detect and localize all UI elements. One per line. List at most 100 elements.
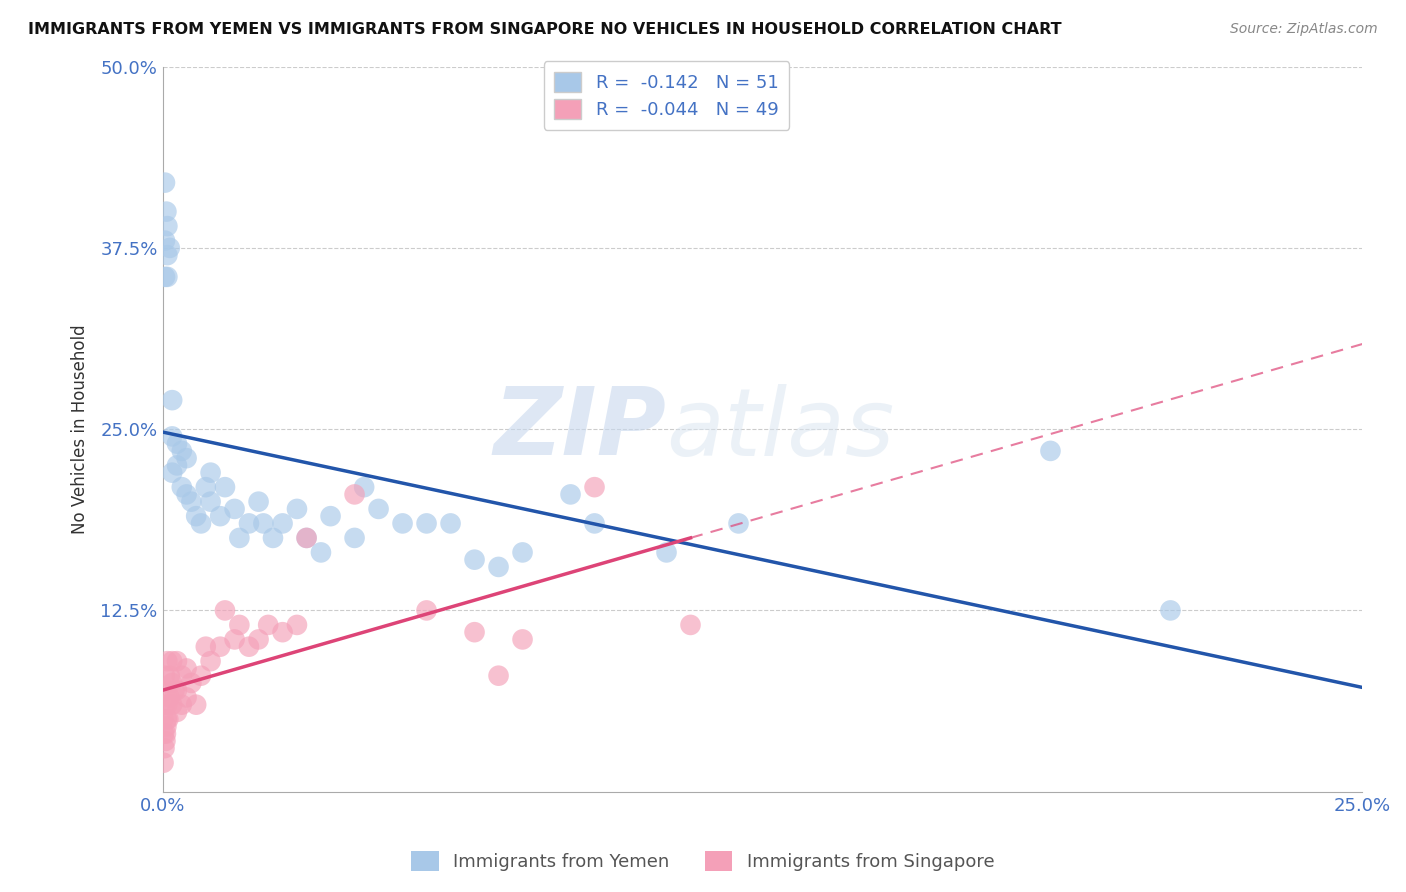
Point xyxy=(200,654,222,668)
Text: Source: ZipAtlas.com: Source: ZipAtlas.com xyxy=(1230,22,1378,37)
Point xyxy=(153,668,176,682)
Point xyxy=(190,668,212,682)
Point xyxy=(285,502,308,516)
Point xyxy=(155,734,177,748)
Text: IMMIGRANTS FROM YEMEN VS IMMIGRANTS FROM SINGAPORE NO VEHICLES IN HOUSEHOLD CORR: IMMIGRANTS FROM YEMEN VS IMMIGRANTS FROM… xyxy=(28,22,1062,37)
Point xyxy=(176,487,198,501)
Point xyxy=(160,654,183,668)
Point xyxy=(295,531,318,545)
Point xyxy=(194,640,217,654)
Point xyxy=(155,204,177,219)
Point xyxy=(170,443,193,458)
Point xyxy=(309,545,332,559)
Point xyxy=(583,516,606,531)
Point xyxy=(176,690,198,705)
Point xyxy=(159,241,181,255)
Point xyxy=(1159,603,1181,617)
Point xyxy=(160,698,183,712)
Point xyxy=(285,618,308,632)
Point xyxy=(200,494,222,508)
Point xyxy=(262,531,284,545)
Point xyxy=(153,234,176,248)
Point xyxy=(200,466,222,480)
Point xyxy=(190,516,212,531)
Point xyxy=(209,509,232,524)
Point xyxy=(160,676,183,690)
Point xyxy=(415,516,437,531)
Point xyxy=(439,516,461,531)
Point xyxy=(679,618,702,632)
Point xyxy=(238,516,260,531)
Point xyxy=(228,531,250,545)
Point xyxy=(319,509,342,524)
Point xyxy=(252,516,274,531)
Point xyxy=(170,480,193,494)
Point xyxy=(153,698,176,712)
Point xyxy=(153,741,176,756)
Point xyxy=(156,248,179,262)
Point xyxy=(160,393,183,408)
Point xyxy=(157,712,180,726)
Point xyxy=(186,509,208,524)
Point xyxy=(156,269,179,284)
Point xyxy=(170,668,193,682)
Point xyxy=(159,690,181,705)
Point xyxy=(464,625,486,640)
Point xyxy=(560,487,582,501)
Legend: Immigrants from Yemen, Immigrants from Singapore: Immigrants from Yemen, Immigrants from S… xyxy=(405,844,1001,879)
Point xyxy=(228,618,250,632)
Point xyxy=(257,618,280,632)
Point xyxy=(271,625,294,640)
Point xyxy=(156,683,179,698)
Point xyxy=(194,480,217,494)
Point xyxy=(247,632,270,647)
Point xyxy=(180,676,202,690)
Point xyxy=(655,545,678,559)
Text: ZIP: ZIP xyxy=(494,384,666,475)
Point xyxy=(166,436,188,450)
Point xyxy=(224,632,246,647)
Point xyxy=(166,654,188,668)
Point xyxy=(583,480,606,494)
Point xyxy=(727,516,749,531)
Point xyxy=(163,683,186,698)
Point xyxy=(464,552,486,566)
Point xyxy=(153,727,176,741)
Point xyxy=(152,756,174,770)
Point xyxy=(488,668,510,682)
Point xyxy=(153,269,176,284)
Point xyxy=(343,531,366,545)
Point xyxy=(512,545,534,559)
Legend: R =  -0.142   N = 51, R =  -0.044   N = 49: R = -0.142 N = 51, R = -0.044 N = 49 xyxy=(544,62,790,130)
Point xyxy=(156,219,179,233)
Point xyxy=(166,683,188,698)
Point xyxy=(155,719,177,733)
Point xyxy=(156,698,179,712)
Point xyxy=(155,727,177,741)
Point xyxy=(176,451,198,466)
Point xyxy=(391,516,413,531)
Point xyxy=(166,705,188,719)
Point xyxy=(156,712,179,726)
Point xyxy=(159,668,181,682)
Point xyxy=(180,494,202,508)
Point xyxy=(170,698,193,712)
Point xyxy=(343,487,366,501)
Point xyxy=(415,603,437,617)
Point xyxy=(160,466,183,480)
Point xyxy=(214,603,236,617)
Point xyxy=(152,712,174,726)
Point xyxy=(224,502,246,516)
Point xyxy=(367,502,389,516)
Point xyxy=(1039,443,1062,458)
Point xyxy=(238,640,260,654)
Point xyxy=(186,698,208,712)
Point xyxy=(160,429,183,443)
Point xyxy=(488,560,510,574)
Point xyxy=(209,640,232,654)
Point xyxy=(295,531,318,545)
Point xyxy=(271,516,294,531)
Point xyxy=(247,494,270,508)
Point xyxy=(176,661,198,675)
Text: atlas: atlas xyxy=(666,384,894,475)
